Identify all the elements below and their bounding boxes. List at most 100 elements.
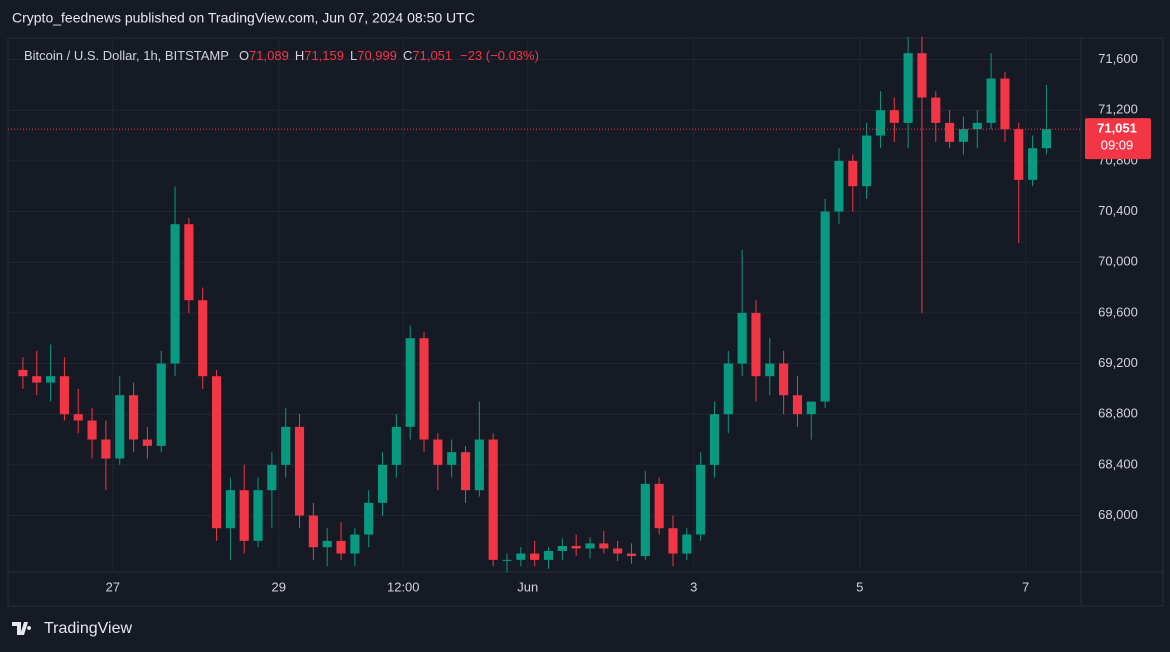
- candle-body: [322, 540, 332, 548]
- x-tick-label: 29: [272, 579, 286, 594]
- candle-body: [32, 376, 42, 383]
- candle-body: [875, 110, 886, 136]
- candle-body: [737, 312, 747, 364]
- candle-body: [364, 502, 374, 535]
- candle-body: [156, 363, 166, 446]
- candle-body: [557, 545, 567, 551]
- candle-body: [419, 338, 429, 440]
- published-line: Crypto_feednews published on TradingView…: [12, 10, 475, 26]
- candle-body: [87, 420, 97, 440]
- candle-body: [945, 122, 955, 142]
- y-tick-label: 68,400: [1098, 456, 1138, 471]
- legend-key: O: [239, 48, 249, 63]
- y-tick-label: 70,000: [1098, 254, 1138, 269]
- candle-body: [225, 490, 235, 529]
- candle-body: [571, 545, 581, 549]
- candle-body: [640, 483, 650, 557]
- x-tick-label: 7: [1022, 579, 1029, 594]
- candle-body: [184, 224, 194, 301]
- candle-body: [682, 534, 692, 554]
- candle-body: [834, 160, 844, 212]
- candle-body: [862, 135, 872, 187]
- candle-body: [1041, 129, 1051, 149]
- y-tick-label: 69,200: [1098, 355, 1138, 370]
- x-tick-label: 5: [856, 579, 863, 594]
- candle-body: [488, 439, 498, 560]
- candle-body: [294, 426, 305, 516]
- x-tick-label: 3: [690, 579, 697, 594]
- y-tick-label: 71,600: [1098, 51, 1138, 66]
- chart-panel: [7, 37, 1164, 607]
- price-tag-label: 71,051: [1097, 121, 1137, 136]
- legend-key: L: [350, 48, 357, 63]
- candle-body: [18, 369, 28, 377]
- footer-logo: TradingView: [12, 620, 132, 637]
- candle-body: [986, 78, 996, 123]
- candle-body: [848, 160, 858, 187]
- legend-value: 71,089: [249, 48, 289, 63]
- legend-key: H: [295, 48, 304, 63]
- candle-body: [129, 395, 139, 440]
- countdown: 09:09: [1101, 138, 1134, 153]
- candle-body: [377, 464, 388, 503]
- candle-body: [1028, 148, 1038, 180]
- candle-body: [543, 551, 554, 560]
- candle-body: [433, 439, 443, 465]
- candle-body: [502, 559, 512, 561]
- candle-body: [696, 464, 706, 535]
- candle-body: [709, 414, 720, 465]
- legend-value: 70,999: [357, 48, 397, 63]
- candle-body: [806, 401, 816, 415]
- candle-body: [585, 543, 595, 549]
- x-tick-label: 12:00: [387, 579, 420, 594]
- candle-body: [391, 426, 401, 465]
- candle-body: [211, 376, 222, 529]
- candle-body: [723, 363, 733, 415]
- footer-text: TradingView: [44, 620, 132, 637]
- candle-body: [668, 528, 678, 554]
- candle-body: [1000, 78, 1010, 130]
- candle-body: [474, 439, 484, 491]
- x-tick-label: 27: [106, 579, 120, 594]
- candle-body: [613, 548, 623, 554]
- y-tick-label: 70,400: [1098, 203, 1138, 218]
- symbol: Bitcoin / U.S. Dollar, 1h, BITSTAMP: [24, 48, 229, 63]
- candle-body: [336, 540, 346, 554]
- candle-body: [599, 543, 609, 549]
- y-tick-label: 69,600: [1098, 304, 1138, 319]
- candle-body: [1014, 129, 1024, 180]
- candle-body: [530, 553, 540, 560]
- candle-body: [59, 376, 69, 415]
- candle-body: [779, 363, 789, 396]
- candle-body: [239, 490, 249, 541]
- change: −23 (−0.03%): [460, 48, 539, 63]
- y-tick-label: 68,800: [1098, 406, 1138, 421]
- price-tag: [1085, 118, 1151, 160]
- candle-body: [903, 53, 913, 123]
- candle-body: [447, 452, 457, 465]
- candle-body: [73, 414, 83, 421]
- candle-body: [958, 129, 968, 142]
- legend-key: C: [403, 48, 412, 63]
- candle-body: [281, 426, 291, 465]
- candle-body: [516, 553, 526, 560]
- candle-body: [46, 376, 56, 383]
- candle-body: [170, 224, 180, 364]
- candle-body: [142, 439, 152, 446]
- candle-body: [654, 483, 664, 529]
- candle-body: [765, 363, 775, 377]
- candle-body: [626, 553, 637, 557]
- y-tick-label: 68,000: [1098, 507, 1138, 522]
- legend-value: 71,051: [412, 48, 452, 63]
- candle-body: [308, 515, 318, 548]
- candle-body: [198, 300, 208, 377]
- candle-body: [792, 395, 803, 415]
- candle-body: [115, 395, 125, 459]
- candle-body: [751, 312, 761, 377]
- candle-body: [267, 464, 277, 491]
- candle-body: [101, 439, 111, 459]
- candle-body: [889, 110, 899, 123]
- candle-body: [931, 97, 941, 123]
- legend-value: 71,159: [304, 48, 344, 63]
